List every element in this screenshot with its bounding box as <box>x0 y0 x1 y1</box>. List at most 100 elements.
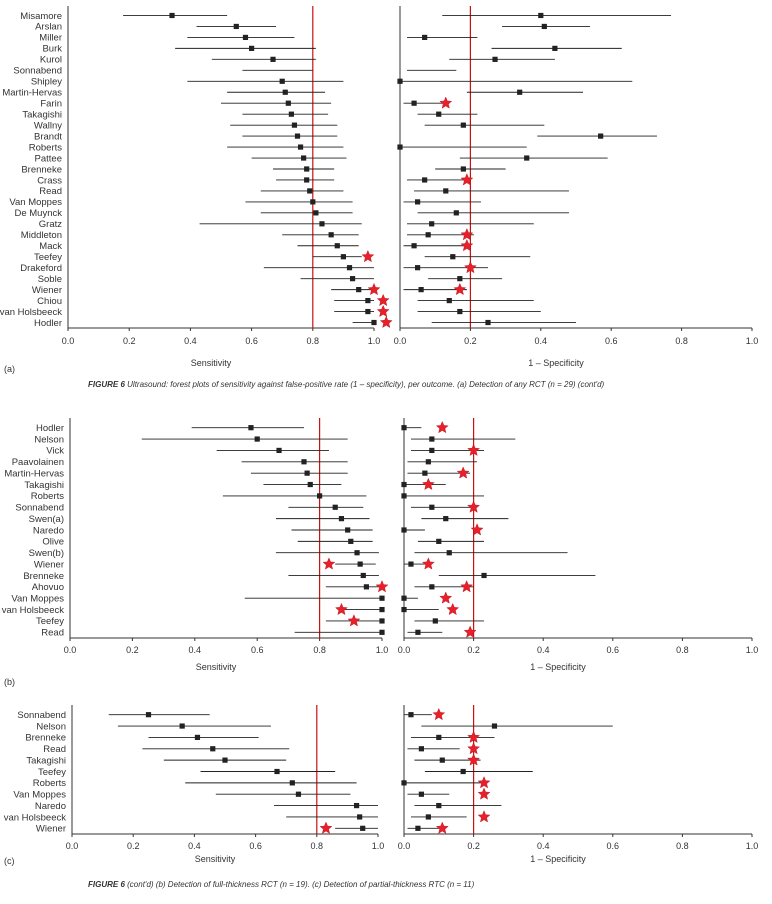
fpr-star-marker <box>477 810 491 823</box>
sensitivity-point <box>349 276 356 282</box>
fpr-star-marker <box>446 602 460 616</box>
sensitivity-star-marker <box>376 304 390 317</box>
sensitivity-point <box>354 550 360 556</box>
right-tick-label: 0.2 <box>467 841 480 851</box>
study-label: Wiener <box>36 824 66 835</box>
study-label: Swen(a) <box>29 514 64 525</box>
panel-label: (a) <box>4 364 15 374</box>
caption-a-text: Ultrasound: forest plots of sensitivity … <box>127 380 605 389</box>
right-tick-label: 0.2 <box>467 645 480 655</box>
sensitivity-star-marker <box>361 249 375 263</box>
right-tick-label: 0.0 <box>394 336 407 346</box>
fpr-star-marker <box>464 260 477 274</box>
fpr-point <box>450 254 456 260</box>
sensitivity-point <box>346 265 353 271</box>
fpr-point <box>425 459 431 465</box>
fpr-point <box>436 802 442 809</box>
fpr-star-marker <box>467 753 480 766</box>
study-label: Roberts <box>33 778 67 789</box>
sensitivity-point <box>310 199 316 205</box>
fpr-point <box>425 232 431 238</box>
right-tick-label: 0.6 <box>607 841 620 851</box>
sensitivity-point <box>332 504 338 510</box>
left-tick-label: 0.4 <box>188 841 201 851</box>
fpr-star-marker <box>467 500 480 513</box>
study-label: Van Moppes <box>13 790 66 801</box>
study-label: Hodler <box>34 318 62 329</box>
study-label: Shipley <box>31 77 62 88</box>
fpr-point <box>552 45 558 51</box>
left-tick-label: 0.6 <box>249 841 262 851</box>
fpr-point <box>524 155 530 161</box>
fpr-star-marker <box>460 580 474 593</box>
left-tick-label: 0.8 <box>311 841 324 851</box>
sensitivity-point <box>319 221 325 227</box>
study-label: Burk <box>42 44 62 55</box>
sensitivity-point <box>270 56 276 62</box>
study-label: Vick <box>46 446 64 457</box>
sensitivity-point <box>274 768 280 775</box>
fpr-point <box>439 757 445 763</box>
study-label: Crass <box>37 175 62 186</box>
forest-panel-b: 0.0 0.2 0.4 0.6 0.8 1.0 0.0 0.2 0.4 0.6 0.8 1.0 Sens… <box>2 418 758 687</box>
sensitivity-star-marker <box>322 557 336 570</box>
fpr-point <box>457 308 463 315</box>
fpr-star-marker <box>435 420 449 434</box>
fpr-point <box>517 89 523 95</box>
fpr-star-marker <box>435 821 449 834</box>
fpr-star-marker <box>460 239 474 252</box>
sensitivity-point <box>363 584 369 590</box>
sensitivity-point <box>360 825 366 831</box>
sensitivity-point <box>307 188 313 194</box>
sensitivity-point <box>304 177 310 183</box>
study-label: van Holsbeeck <box>2 605 65 616</box>
sensitivity-point <box>276 447 282 454</box>
left-tick-label: 0.0 <box>66 841 79 851</box>
study-label: Wallny <box>34 120 62 131</box>
fpr-point <box>401 527 407 533</box>
fpr-point <box>411 243 417 249</box>
study-label: Sonnabend <box>15 503 64 514</box>
study-label: Teefey <box>34 252 62 263</box>
sensitivity-point <box>328 232 334 238</box>
sensitivity-point <box>379 629 385 635</box>
fpr-star-marker <box>460 228 474 241</box>
fpr-point <box>397 78 403 84</box>
sensitivity-point <box>294 133 301 139</box>
fpr-star-marker <box>439 96 453 109</box>
study-label: Takagishi <box>26 755 66 766</box>
left-x-axis-title: Sensitivity <box>196 662 237 672</box>
fpr-point <box>429 447 435 454</box>
fpr-point <box>401 595 407 601</box>
study-label: Brenneke <box>21 164 62 175</box>
right-tick-label: 0.4 <box>537 841 550 851</box>
left-tick-label: 0.2 <box>127 841 140 851</box>
study-label: Misamore <box>20 11 62 22</box>
study-label: van Holsbeeck <box>0 307 62 318</box>
fpr-point <box>408 712 414 718</box>
sensitivity-point <box>365 297 371 304</box>
study-label: Nelson <box>36 721 66 732</box>
fpr-point <box>401 606 407 613</box>
study-label: Van Moppes <box>9 197 62 208</box>
sensitivity-point <box>249 45 255 51</box>
sensitivity-point <box>145 712 152 718</box>
study-label: Roberts <box>31 491 65 502</box>
study-label: Gratz <box>39 219 62 230</box>
sensitivity-point <box>379 595 385 601</box>
sensitivity-point <box>301 155 307 161</box>
fpr-point <box>432 618 438 624</box>
fpr-point <box>408 561 414 567</box>
study-label: Takagishi <box>22 109 62 120</box>
sensitivity-point <box>356 287 362 293</box>
study-label: Read <box>41 628 64 639</box>
fpr-point <box>418 746 424 752</box>
study-label: Sonnabend <box>13 66 62 77</box>
left-tick-label: 0.0 <box>62 336 75 346</box>
sensitivity-star-marker <box>347 614 361 627</box>
fpr-point <box>443 188 449 194</box>
caption-a-figure-title: FIGURE 6 <box>88 380 125 389</box>
study-label: Read <box>39 186 62 197</box>
sensitivity-point <box>360 572 366 579</box>
fpr-point <box>422 34 428 41</box>
